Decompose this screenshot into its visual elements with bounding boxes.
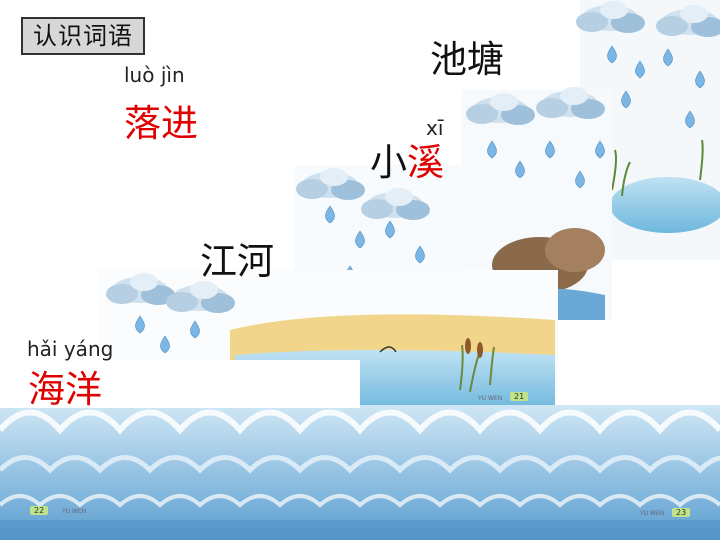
- word-jianghe: 江河: [200, 240, 274, 283]
- pinyin-haiyang: hǎi yáng: [27, 337, 114, 361]
- page-tag-right: YU WEN: [640, 510, 665, 517]
- word-haiyang: 海洋: [28, 368, 102, 411]
- pinyin-xi: xī: [426, 116, 444, 140]
- word-xiaoxi-part2: 溪: [407, 141, 444, 184]
- word-xiaoxi-part1: 小: [370, 141, 407, 184]
- page-number-21: 21: [510, 392, 529, 401]
- page-tag-left: YU WEN: [62, 508, 87, 515]
- word-luojin: 落进: [124, 102, 198, 145]
- word-xiaoxi: 小溪: [370, 143, 444, 183]
- page-tag-mid: YU WEN: [478, 395, 503, 402]
- pinyin-luojin: luò jìn: [124, 63, 185, 87]
- page-number-23: 23: [672, 508, 691, 517]
- page-number-22: 22: [30, 506, 49, 515]
- word-chitang: 池塘: [430, 38, 504, 81]
- lesson-title: 认识词语: [21, 17, 145, 55]
